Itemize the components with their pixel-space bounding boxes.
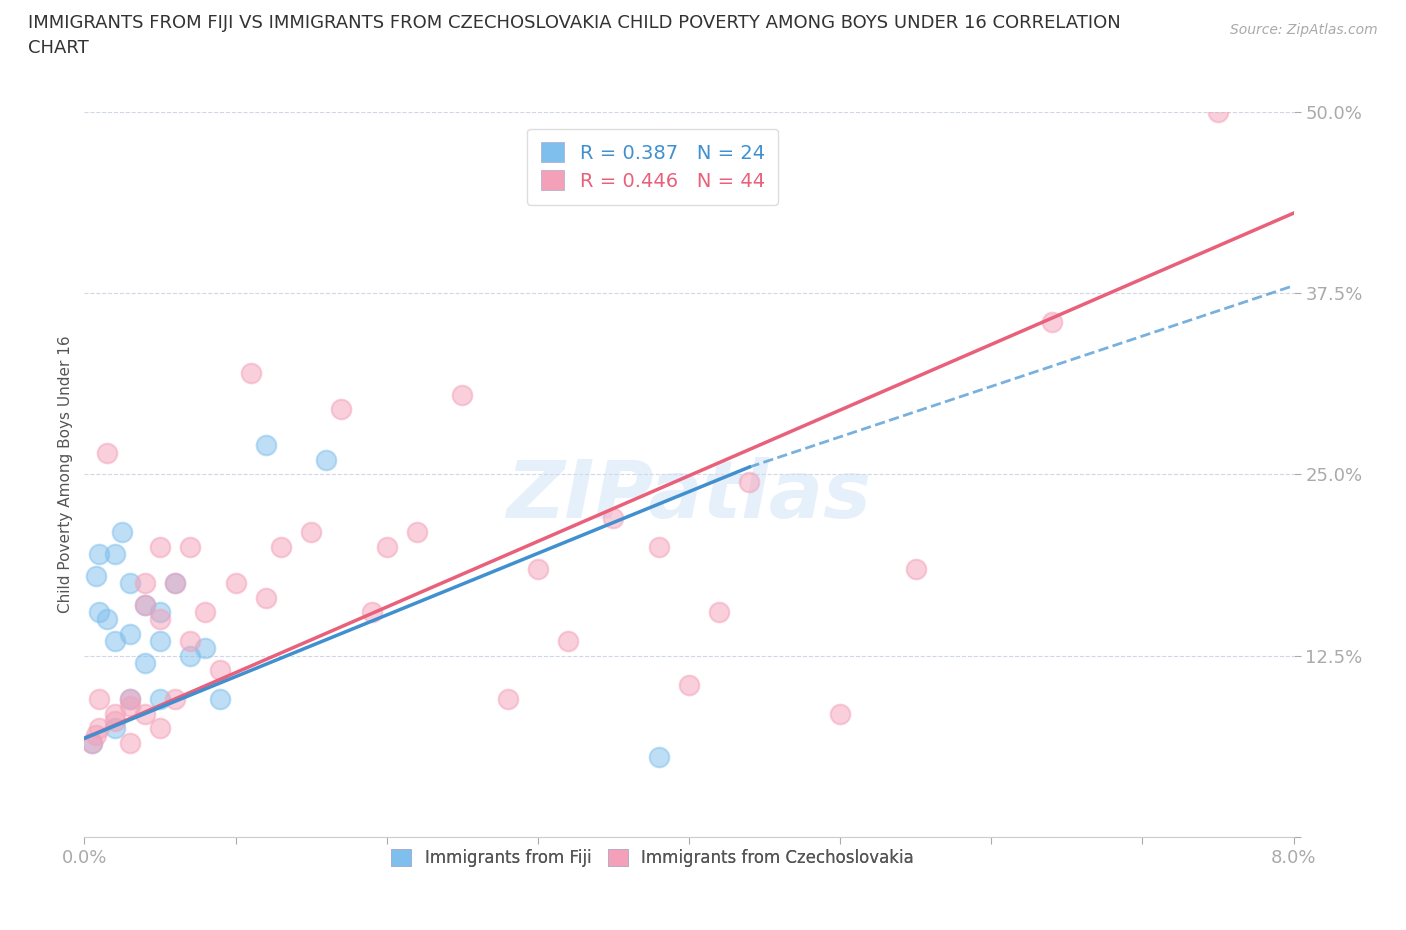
Point (134, 576, 156, 591)
Point (111, 525, 134, 539)
Point (149, 612, 172, 627)
Point (406, 525, 429, 539)
Point (648, 539, 671, 554)
Point (557, 633, 579, 648)
Point (254, 438, 277, 453)
Point (194, 604, 217, 619)
Point (89, 692, 111, 707)
Point (315, 452, 337, 467)
Point (149, 633, 172, 648)
Point (89, 547, 111, 562)
Point (527, 561, 550, 576)
Point (179, 648, 201, 663)
Point (104, 547, 127, 562)
Point (678, 677, 700, 692)
Point (270, 539, 292, 554)
Point (451, 387, 474, 402)
Point (254, 591, 277, 605)
Point (149, 721, 172, 736)
Point (104, 633, 127, 648)
Point (165, 576, 187, 591)
Point (648, 750, 671, 764)
Point (89, 604, 111, 619)
Point (104, 721, 127, 736)
Point (179, 539, 201, 554)
Y-axis label: Child Poverty Among Boys Under 16: Child Poverty Among Boys Under 16 (58, 336, 73, 613)
Point (179, 633, 201, 648)
Point (86, 728, 108, 743)
Point (165, 576, 187, 591)
Point (118, 736, 141, 751)
Point (118, 692, 141, 707)
Text: IMMIGRANTS FROM FIJI VS IMMIGRANTS FROM CZECHOSLOVAKIA CHILD POVERTY AMONG BOYS : IMMIGRANTS FROM FIJI VS IMMIGRANTS FROM … (28, 14, 1121, 32)
Point (149, 604, 172, 619)
Legend: Immigrants from Fiji, Immigrants from Czechoslovakia: Immigrants from Fiji, Immigrants from Cz… (382, 841, 922, 876)
Point (118, 576, 141, 591)
Point (104, 713, 127, 728)
Point (239, 365, 262, 380)
Point (96, 612, 118, 627)
Text: Source: ZipAtlas.com: Source: ZipAtlas.com (1230, 23, 1378, 37)
Point (80, 736, 103, 751)
Point (1040, 314, 1063, 329)
Point (134, 597, 156, 612)
Point (86, 568, 108, 583)
Point (134, 597, 156, 612)
Point (80, 736, 103, 751)
Point (375, 539, 398, 554)
Point (209, 663, 232, 678)
Point (149, 539, 172, 554)
Point (118, 692, 141, 707)
Text: CHART: CHART (28, 39, 89, 57)
Point (134, 706, 156, 721)
Point (118, 627, 141, 642)
Point (96, 445, 118, 460)
Point (830, 706, 852, 721)
Point (194, 641, 217, 656)
Text: ZIPatlas: ZIPatlas (506, 457, 872, 535)
Point (165, 692, 187, 707)
Point (496, 692, 519, 707)
Point (89, 721, 111, 736)
Point (209, 692, 232, 707)
Point (904, 561, 927, 576)
Point (118, 699, 141, 714)
Point (330, 402, 353, 417)
Point (149, 692, 172, 707)
Point (104, 706, 127, 721)
Point (360, 604, 382, 619)
Point (1206, 104, 1229, 119)
Point (134, 656, 156, 671)
Point (299, 525, 322, 539)
Point (709, 604, 731, 619)
Point (225, 576, 247, 591)
Point (738, 474, 761, 489)
Point (602, 511, 624, 525)
